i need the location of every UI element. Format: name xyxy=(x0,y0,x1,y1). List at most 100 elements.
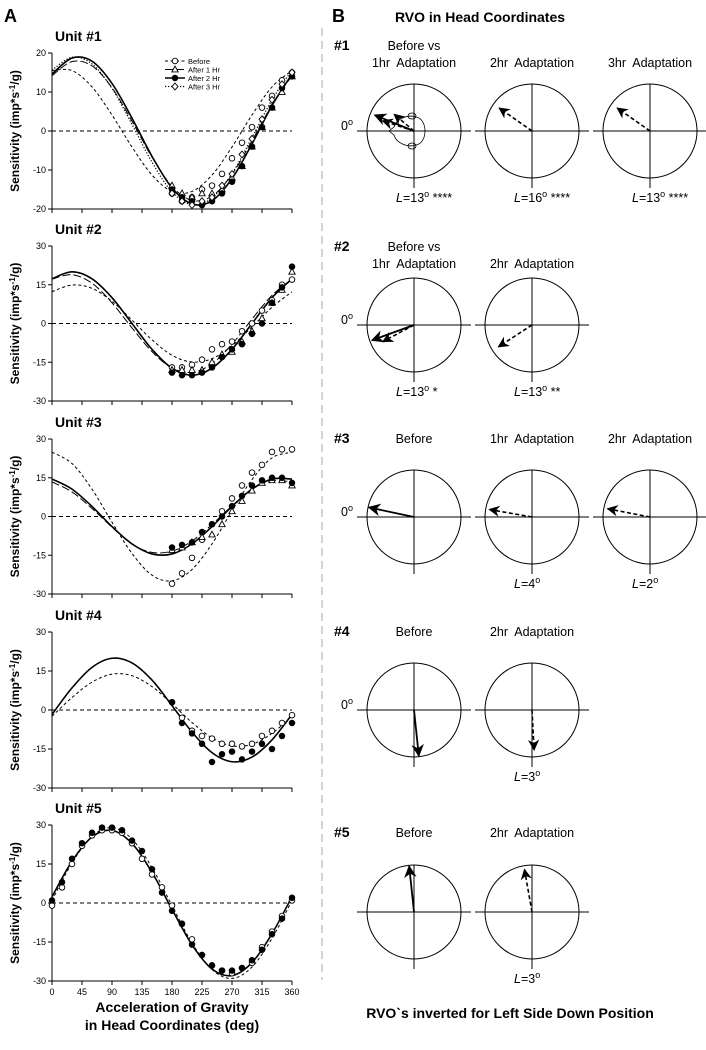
point xyxy=(288,894,296,902)
plot-title: Before xyxy=(396,826,433,840)
point xyxy=(288,719,296,727)
head-ear xyxy=(407,112,417,120)
rvo-vector xyxy=(393,113,415,132)
point xyxy=(228,495,236,502)
l-label-part: L xyxy=(632,577,639,591)
rvo-vector xyxy=(411,709,424,758)
point xyxy=(218,170,226,178)
point xyxy=(278,80,286,89)
point xyxy=(258,320,266,327)
point xyxy=(218,181,226,190)
l-label-part: =13 xyxy=(403,385,424,399)
point xyxy=(268,95,276,104)
point xyxy=(198,197,206,206)
y-axis-label: Sensitivity (imp*s-1/g) xyxy=(8,70,23,192)
rvo-vector xyxy=(497,324,533,348)
x-tick-label: 90 xyxy=(107,987,117,997)
point xyxy=(278,732,286,740)
point xyxy=(248,740,256,748)
rvo-vector xyxy=(404,864,417,913)
y-tick-label: 15 xyxy=(36,859,46,869)
l-label: L=13o * xyxy=(396,383,438,399)
point xyxy=(188,941,196,948)
point xyxy=(168,544,176,551)
plot-title: 1hr Adaptation xyxy=(372,257,456,271)
point xyxy=(188,554,196,562)
point xyxy=(228,748,236,755)
y-tick-label: 30 xyxy=(36,627,46,637)
y-axis-label-part: -1 xyxy=(8,277,17,285)
point xyxy=(278,474,286,482)
y-axis-label-part: -1 xyxy=(8,856,17,864)
point xyxy=(188,365,196,373)
point xyxy=(228,967,236,974)
y-axis-label-part: Sensitivity (imp*s xyxy=(8,477,22,577)
row-label: #4 xyxy=(334,623,350,639)
legend-marker xyxy=(171,74,179,82)
l-label-part: o xyxy=(424,189,429,199)
y-tick-label: 15 xyxy=(36,666,46,676)
y-tick-label: -30 xyxy=(33,396,46,406)
point xyxy=(58,878,66,886)
chart-title: Unit #5 xyxy=(55,800,102,816)
y-tick-label: 20 xyxy=(36,48,46,58)
rvo-vector xyxy=(498,107,533,132)
x-axis-label: Acceleration of Gravity xyxy=(95,999,248,1015)
footer: RVO`s inverted for Left Side Down Positi… xyxy=(366,1005,654,1021)
plot-title: 2hr Adaptation xyxy=(490,826,574,840)
point xyxy=(108,824,116,831)
plot-title: 1hr Adaptation xyxy=(372,56,456,70)
zero-label-part: o xyxy=(348,117,353,127)
point xyxy=(258,477,266,484)
legend-label: After 2 Hr xyxy=(188,74,221,83)
chart-title: Unit #2 xyxy=(55,221,102,237)
point xyxy=(288,711,296,719)
plot-title: 2hr Adaptation xyxy=(608,432,692,446)
y-axis-label-part: /g) xyxy=(8,842,22,857)
zero-label: 0o xyxy=(341,117,353,133)
y-axis-label: Sensitivity (imp*s-1/g) xyxy=(8,842,23,964)
l-label-part: o xyxy=(542,189,547,199)
point xyxy=(238,482,246,489)
point xyxy=(238,743,246,750)
l-label-part: o xyxy=(660,189,665,199)
point xyxy=(208,346,216,353)
point xyxy=(248,330,256,338)
point xyxy=(258,740,266,748)
l-label-part: L xyxy=(396,191,403,205)
point xyxy=(288,276,296,283)
point xyxy=(288,446,296,453)
rvo-vector xyxy=(616,107,651,132)
legend-label: After 1 Hr xyxy=(188,65,221,74)
point xyxy=(188,539,196,546)
point xyxy=(278,87,286,95)
x-tick-label: 0 xyxy=(49,987,54,997)
point xyxy=(208,758,216,766)
point xyxy=(188,371,196,379)
y-tick-label: -15 xyxy=(33,357,46,367)
plot-title: Before xyxy=(396,625,433,639)
y-axis-label-part: -1 xyxy=(8,470,17,478)
l-label: L=2o xyxy=(632,575,658,591)
point xyxy=(268,474,276,482)
point xyxy=(268,745,276,753)
y-tick-label: 15 xyxy=(36,473,46,483)
l-label-part: **** xyxy=(429,191,452,205)
zero-label-part: 0 xyxy=(341,119,348,133)
point xyxy=(208,193,216,202)
point xyxy=(78,839,86,847)
legend-label: Before xyxy=(188,57,210,66)
legend-marker xyxy=(171,57,179,65)
point xyxy=(218,750,226,758)
point xyxy=(238,139,246,146)
y-axis-label-part: Sensitivity (imp*s xyxy=(8,864,22,964)
point xyxy=(258,732,266,740)
point xyxy=(88,829,96,837)
l-label-part: =2 xyxy=(639,577,653,591)
point xyxy=(258,461,266,469)
y-tick-label: -15 xyxy=(33,744,46,754)
point xyxy=(248,748,256,755)
l-label: L=3o xyxy=(514,768,540,784)
point xyxy=(198,951,206,959)
